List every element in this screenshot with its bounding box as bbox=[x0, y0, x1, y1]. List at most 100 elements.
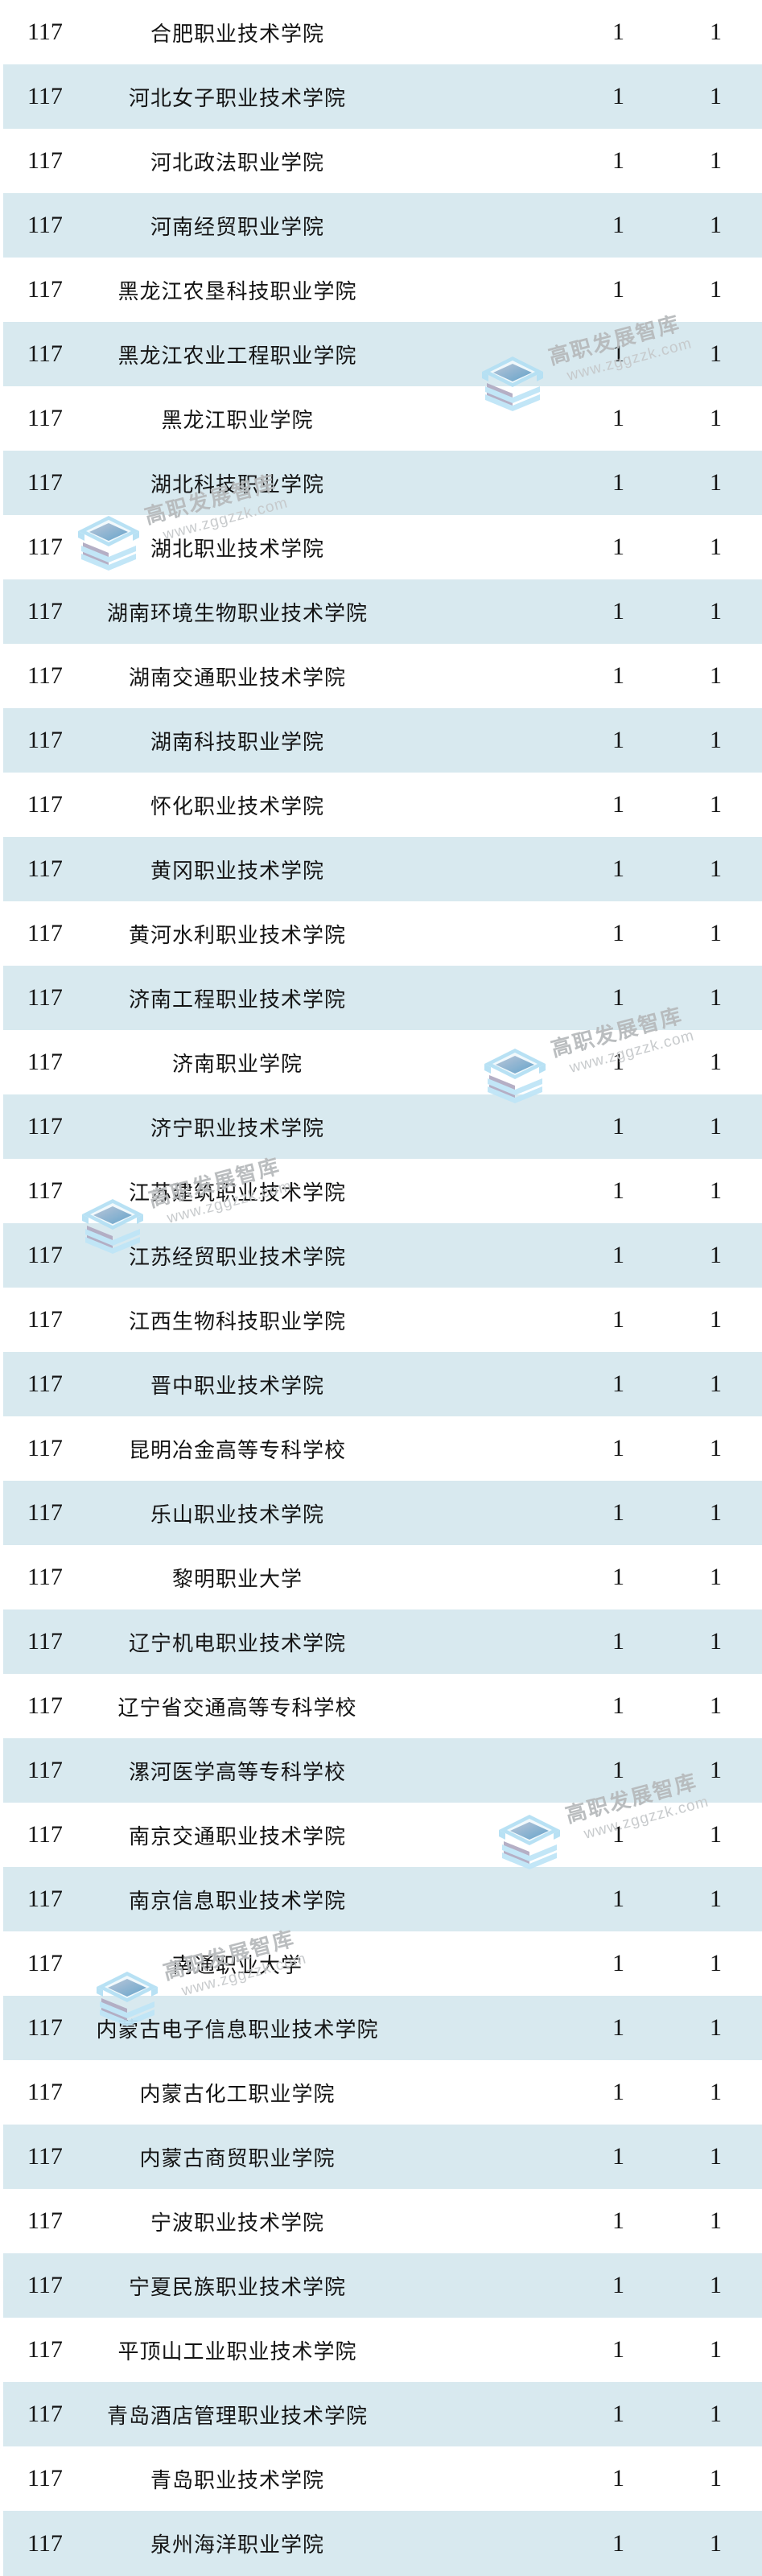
value2-cell: 1 bbox=[710, 1113, 722, 1140]
value1-cell: 1 bbox=[612, 2272, 624, 2298]
value1-cell: 1 bbox=[612, 1049, 624, 1075]
table-row: 117 江苏建筑职业技术学院 1 1 bbox=[0, 1159, 762, 1223]
rank-cell: 117 bbox=[27, 984, 63, 1011]
value1-cell: 1 bbox=[612, 212, 624, 238]
school-name-cell: 乐山职业技术学院 bbox=[150, 1502, 324, 1527]
table-row: 117 黑龙江职业学院 1 1 bbox=[0, 386, 762, 451]
value2-cell: 1 bbox=[710, 147, 722, 174]
rank-cell: 117 bbox=[27, 1049, 63, 1075]
value2-cell: 1 bbox=[710, 727, 722, 753]
value2-cell: 1 bbox=[710, 1435, 722, 1461]
value2-cell: 1 bbox=[710, 469, 722, 496]
value2-cell: 1 bbox=[710, 1628, 722, 1655]
rank-cell: 117 bbox=[27, 1564, 63, 1590]
table-row: 117 合肥职业技术学院 1 1 bbox=[0, 0, 762, 64]
table-row: 117 济南工程职业技术学院 1 1 bbox=[0, 966, 762, 1030]
table-row: 117 漯河医学高等专科学校 1 1 bbox=[0, 1738, 762, 1803]
value1-cell: 1 bbox=[612, 855, 624, 882]
value2-cell: 1 bbox=[710, 984, 722, 1011]
rank-cell: 117 bbox=[27, 1499, 63, 1526]
rank-cell: 117 bbox=[27, 340, 63, 367]
rank-cell: 117 bbox=[27, 534, 63, 560]
table-row: 117 河北女子职业技术学院 1 1 bbox=[0, 64, 762, 129]
rank-cell: 117 bbox=[27, 1306, 63, 1333]
value1-cell: 1 bbox=[612, 1306, 624, 1333]
rank-cell: 117 bbox=[27, 727, 63, 753]
school-name-cell: 青岛酒店管理职业技术学院 bbox=[106, 2403, 368, 2428]
school-name-cell: 黑龙江农垦科技职业学院 bbox=[117, 278, 357, 303]
table-row: 117 晋中职业技术学院 1 1 bbox=[0, 1352, 762, 1416]
school-name-cell: 宁波职业技术学院 bbox=[150, 2210, 324, 2235]
rank-cell: 117 bbox=[27, 1113, 63, 1140]
rank-cell: 117 bbox=[27, 2014, 63, 2041]
school-name-cell: 济宁职业技术学院 bbox=[150, 1115, 324, 1140]
value2-cell: 1 bbox=[710, 2465, 722, 2492]
value2-cell: 1 bbox=[710, 2336, 722, 2363]
value2-cell: 1 bbox=[710, 791, 722, 818]
value2-cell: 1 bbox=[710, 2529, 722, 2557]
school-name-cell: 江苏经贸职业技术学院 bbox=[128, 1244, 346, 1269]
value2-cell: 1 bbox=[710, 598, 722, 624]
table-row: 117 湖南科技职业学院 1 1 bbox=[0, 708, 762, 773]
value2-cell: 1 bbox=[710, 855, 722, 882]
value1-cell: 1 bbox=[612, 2401, 624, 2427]
rank-cell: 117 bbox=[27, 2401, 63, 2427]
value1-cell: 1 bbox=[612, 83, 624, 109]
value1-cell: 1 bbox=[612, 1177, 624, 1204]
rank-cell: 117 bbox=[27, 1628, 63, 1655]
value1-cell: 1 bbox=[612, 791, 624, 818]
value2-cell: 1 bbox=[710, 2143, 722, 2170]
value1-cell: 1 bbox=[612, 727, 624, 753]
rank-cell: 117 bbox=[27, 598, 63, 624]
value2-cell: 1 bbox=[710, 1886, 722, 1912]
value1-cell: 1 bbox=[612, 2336, 624, 2363]
value1-cell: 1 bbox=[612, 1242, 624, 1268]
table-row: 117 南京信息职业技术学院 1 1 bbox=[0, 1867, 762, 1931]
school-name-cell: 辽宁省交通高等专科学校 bbox=[117, 1695, 357, 1720]
rank-cell: 117 bbox=[27, 147, 63, 174]
school-name-cell: 合肥职业技术学院 bbox=[150, 21, 324, 46]
school-name-cell: 辽宁机电职业技术学院 bbox=[128, 1630, 346, 1655]
school-name-cell: 河南经贸职业学院 bbox=[150, 214, 324, 239]
rank-cell: 117 bbox=[27, 791, 63, 818]
table-row: 117 宁波职业技术学院 1 1 bbox=[0, 2189, 762, 2253]
rank-cell: 117 bbox=[27, 469, 63, 496]
value1-cell: 1 bbox=[612, 1692, 624, 1719]
value1-cell: 1 bbox=[612, 662, 624, 689]
table-row: 117 青岛职业技术学院 1 1 bbox=[0, 2446, 762, 2511]
school-name-cell: 内蒙古化工职业学院 bbox=[139, 2081, 336, 2106]
rank-cell: 117 bbox=[27, 2207, 63, 2234]
school-name-cell: 南京信息职业技术学院 bbox=[128, 1888, 346, 1913]
value2-cell: 1 bbox=[710, 2079, 722, 2105]
school-name-cell: 泉州海洋职业学院 bbox=[150, 2533, 324, 2557]
value1-cell: 1 bbox=[612, 2014, 624, 2041]
school-name-cell: 河北女子职业技术学院 bbox=[128, 85, 346, 110]
value1-cell: 1 bbox=[612, 1370, 624, 1397]
school-name-cell: 湖北职业技术学院 bbox=[150, 536, 324, 561]
table-row: 117 黑龙江农垦科技职业学院 1 1 bbox=[0, 258, 762, 322]
value2-cell: 1 bbox=[710, 534, 722, 560]
rank-cell: 117 bbox=[27, 1692, 63, 1719]
value1-cell: 1 bbox=[612, 19, 624, 45]
school-name-cell: 湖南交通职业技术学院 bbox=[128, 665, 346, 690]
table-row: 117 怀化职业技术学院 1 1 bbox=[0, 773, 762, 837]
value1-cell: 1 bbox=[612, 920, 624, 946]
value2-cell: 1 bbox=[710, 2401, 722, 2427]
school-name-cell: 湖南环境生物职业技术学院 bbox=[106, 600, 368, 625]
rank-cell: 117 bbox=[27, 2272, 63, 2298]
rank-cell: 117 bbox=[27, 212, 63, 238]
table-row: 117 湖北职业技术学院 1 1 bbox=[0, 515, 762, 579]
value1-cell: 1 bbox=[612, 276, 624, 303]
rank-cell: 117 bbox=[27, 920, 63, 946]
value1-cell: 1 bbox=[612, 405, 624, 431]
rank-cell: 117 bbox=[27, 1757, 63, 1783]
table-row: 117 河北政法职业学院 1 1 bbox=[0, 129, 762, 193]
rank-cell: 117 bbox=[27, 2143, 63, 2170]
rank-cell: 117 bbox=[27, 276, 63, 303]
school-name-cell: 南通职业大学 bbox=[171, 1952, 303, 1977]
value1-cell: 1 bbox=[612, 598, 624, 624]
value1-cell: 1 bbox=[612, 1821, 624, 1848]
value2-cell: 1 bbox=[710, 2272, 722, 2298]
rank-cell: 117 bbox=[27, 83, 63, 109]
value2-cell: 1 bbox=[710, 662, 722, 689]
